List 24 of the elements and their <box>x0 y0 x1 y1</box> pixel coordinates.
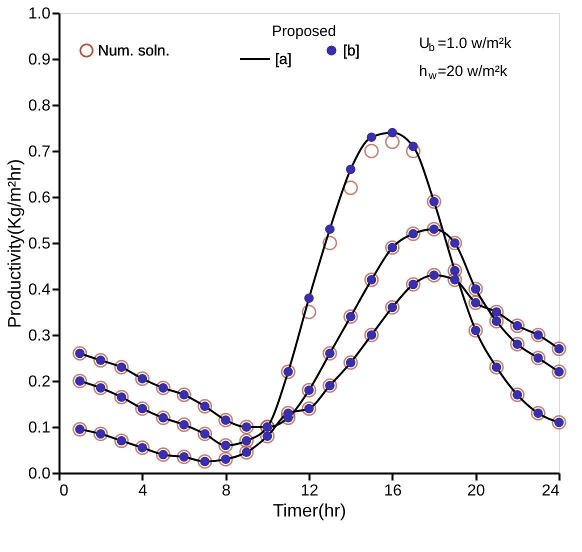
x-tick-label: 16 <box>384 482 402 500</box>
x-tick-label: 8 <box>222 482 231 500</box>
y-tick-label: 1.0 <box>28 6 51 22</box>
y-tick-label: 0.6 <box>28 190 51 206</box>
y-axis-title: Productivity(Kg/m²hr) <box>4 158 24 328</box>
y-tick-label: 0.2 <box>28 374 51 390</box>
legend-label: Num. soln. <box>98 42 170 60</box>
x-axis-title: Timer(hr) <box>272 500 346 520</box>
y-tick-label: 0.7 <box>28 144 51 160</box>
x-tick-label: 4 <box>138 482 148 500</box>
y-tick-label: 0.4 <box>28 282 51 298</box>
y-tick-label: 0.8 <box>28 98 51 114</box>
y-tick-label: 0.3 <box>28 328 51 344</box>
y-tick-label: 0.0 <box>28 466 51 482</box>
y-tick-label: 0.9 <box>28 52 51 68</box>
y-tick-label: 0.1 <box>28 420 51 436</box>
x-tick-label: 20 <box>467 482 486 500</box>
legend-label: [a] <box>275 51 292 68</box>
legend-label: [b] <box>343 42 360 60</box>
legend-title: Proposed <box>272 23 336 40</box>
x-tick-label: 24 <box>542 482 560 500</box>
x-tick-label: 12 <box>300 482 318 500</box>
x-tick-label: 0 <box>60 482 68 500</box>
y-tick-label: 0.5 <box>28 236 51 252</box>
